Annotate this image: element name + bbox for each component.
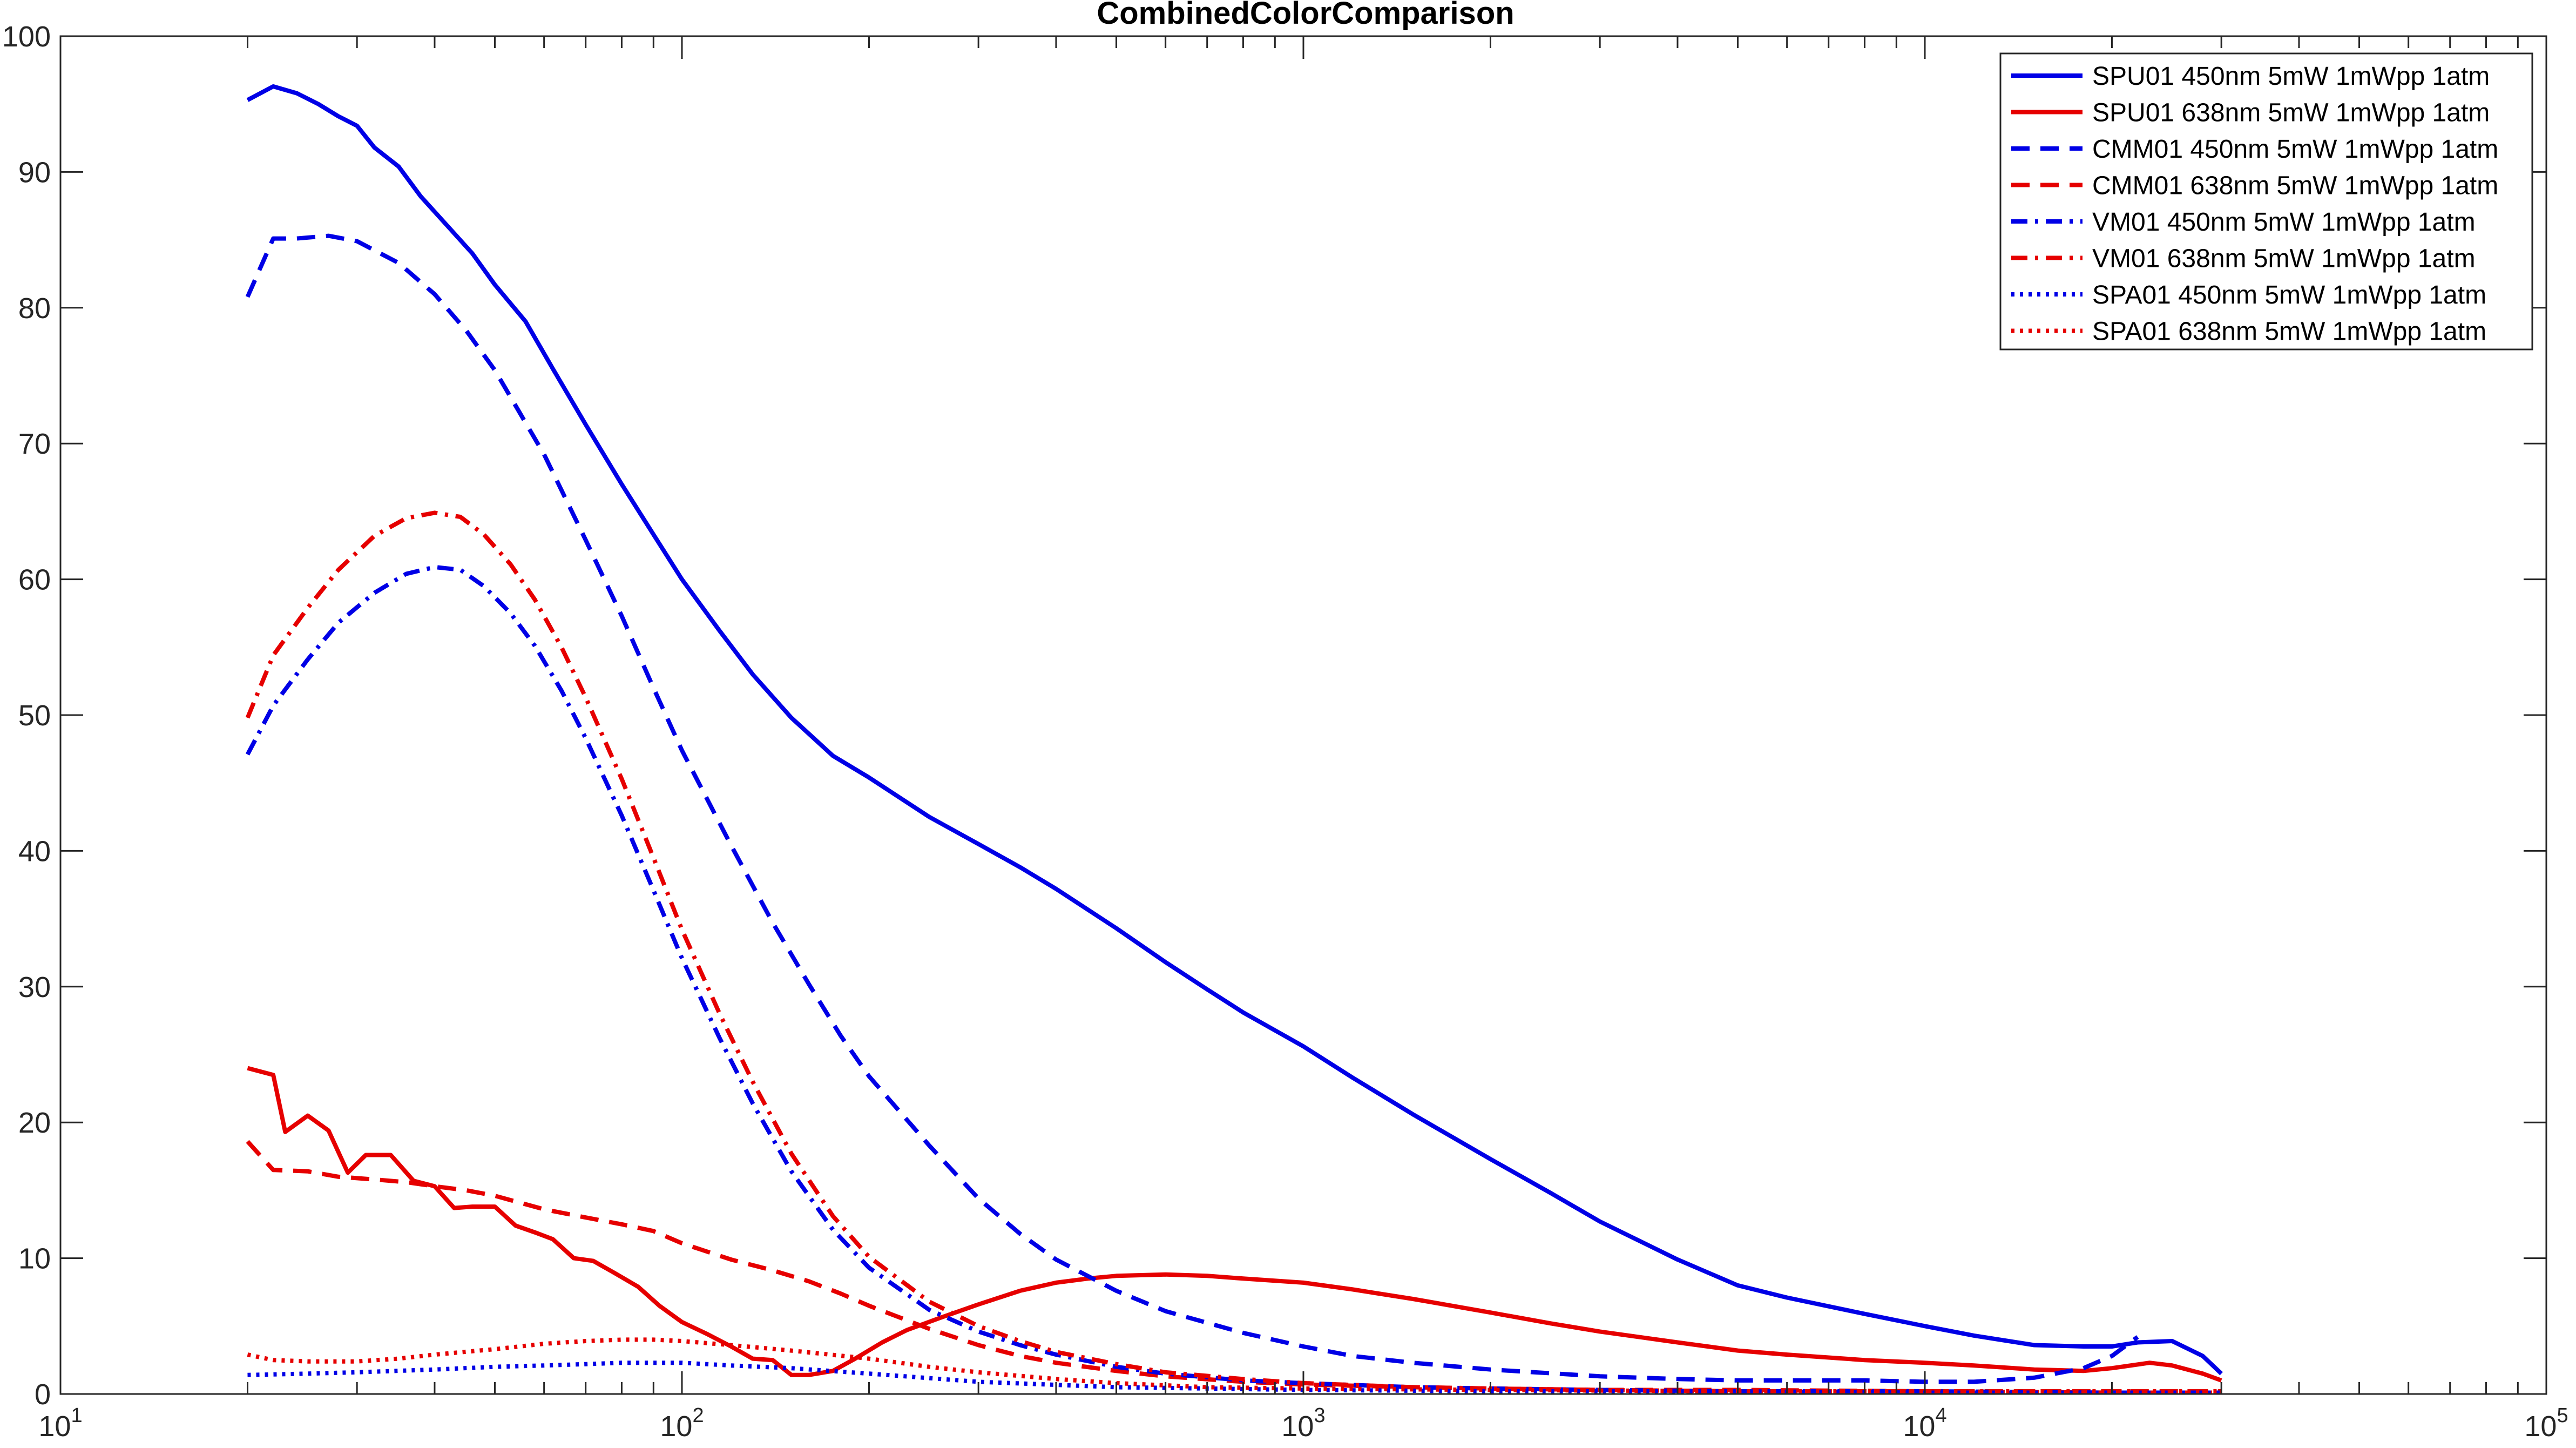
series-line-6: [245, 510, 2222, 1395]
y-tick-label: 50: [18, 699, 51, 732]
x-tick-label: 101: [38, 1404, 82, 1443]
legend-label-5: VM01 450nm 5mW 1mWpp 1atm: [2092, 208, 2476, 237]
y-tick-label: 40: [18, 835, 51, 867]
y-tick-label: 90: [18, 156, 51, 188]
legend-label-6: VM01 638nm 5mW 1mWpp 1atm: [2092, 245, 2476, 273]
series-line-1: [246, 84, 2223, 1376]
legend-label-2: SPU01 638nm 5mW 1mWpp 1atm: [2092, 99, 2490, 127]
y-tick-label: 80: [18, 292, 51, 325]
x-tick-label: 102: [660, 1404, 704, 1443]
series-line-7: [247, 1361, 2222, 1395]
x-tick-label: 104: [1903, 1404, 1946, 1443]
y-tick-label: 10: [18, 1243, 51, 1275]
legend-box: [1999, 52, 2533, 351]
series-layer: [245, 84, 2223, 1395]
series-line-3: [245, 233, 2139, 1384]
chart-title: CombinedColorComparison: [1097, 0, 1514, 31]
y-tick-label: 0: [35, 1378, 51, 1411]
x-tick-label: 103: [1281, 1404, 1325, 1443]
legend-label-4: CMM01 638nm 5mW 1mWpp 1atm: [2092, 172, 2498, 200]
series-line-4: [246, 1140, 2222, 1393]
axes-layer: 0 10 20 30 40 50 60 70 80 90 100 101 102 103 104 105: [2, 21, 2568, 1443]
series-line-2: [247, 1066, 2222, 1383]
legend-label-1: SPU01 450nm 5mW 1mWpp 1atm: [2092, 62, 2490, 91]
legend-label-8: SPA01 638nm 5mW 1mWpp 1atm: [2092, 318, 2486, 346]
legend: SPU01 450nm 5mW 1mWpp 1atm SPU01 638nm 5m…: [1999, 52, 2533, 351]
y-tick-label: 100: [2, 21, 51, 53]
y-tick-label: 30: [18, 971, 51, 1004]
y-tick-label: 20: [18, 1107, 51, 1139]
x-tick-label: 105: [2524, 1404, 2568, 1443]
series-line-8: [247, 1337, 2222, 1393]
legend-label-7: SPA01 450nm 5mW 1mWpp 1atm: [2092, 281, 2486, 309]
y-tick-label: 60: [18, 564, 51, 596]
legend-label-3: CMM01 450nm 5mW 1mWpp 1atm: [2092, 135, 2498, 164]
y-tick-label: 70: [18, 428, 51, 460]
